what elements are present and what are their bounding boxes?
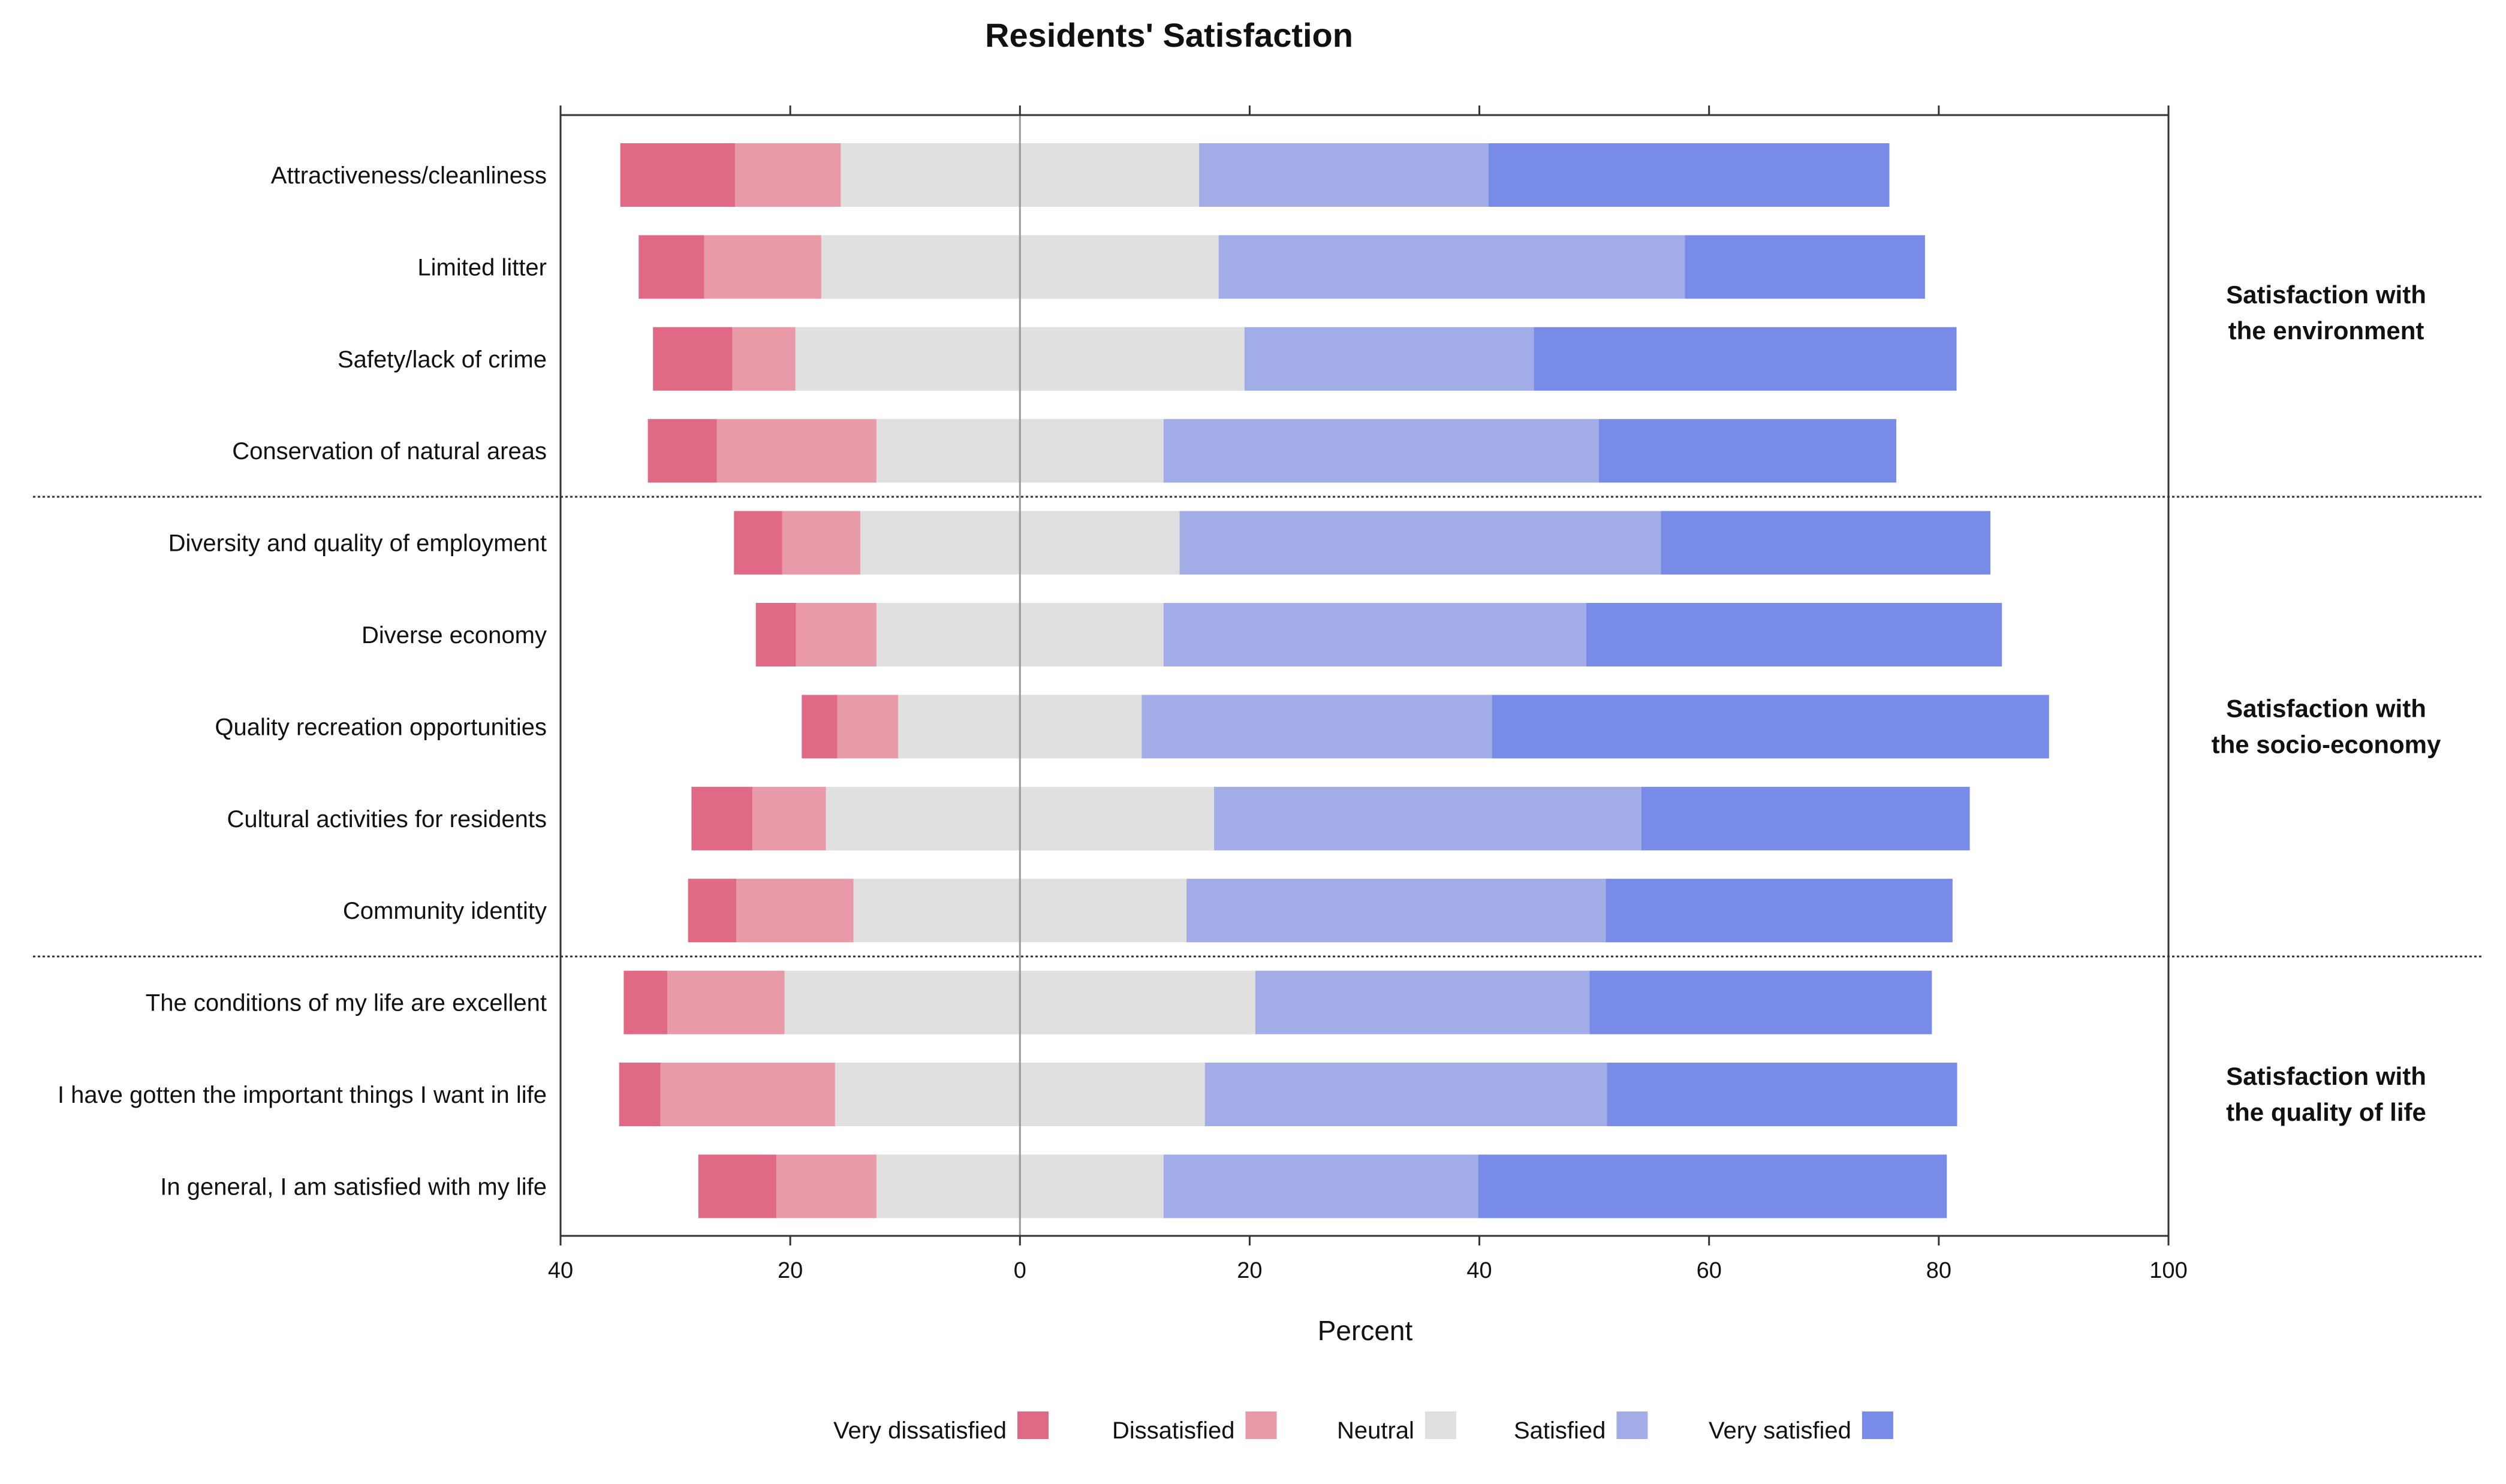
bar-very-dissatisfied (802, 695, 838, 759)
bar-very-dissatisfied (653, 327, 733, 391)
category-label: Limited litter (417, 254, 547, 280)
bar-dissatisfied (716, 419, 877, 483)
bar-very-dissatisfied (691, 786, 752, 850)
bar-satisfied (1199, 143, 1489, 207)
bar-very-satisfied (1478, 1154, 1947, 1218)
category-label: In general, I am satisfied with my life (160, 1174, 547, 1200)
bar-dissatisfied (736, 879, 854, 943)
bar-satisfied (1214, 786, 1641, 850)
tick-label: 60 (1697, 1258, 1722, 1283)
group-label: the environment (2228, 316, 2424, 345)
bar-dissatisfied (732, 327, 796, 391)
bar-very-satisfied (1685, 235, 1925, 299)
category-labels: Attractiveness/cleanliness Limited litter… (58, 162, 547, 1200)
bar-very-dissatisfied (647, 419, 717, 483)
bar-dissatisfied (667, 970, 785, 1034)
category-label: Quality recreation opportunities (215, 714, 547, 740)
tick-label: 100 (2149, 1258, 2187, 1283)
x-axis-ticks: 40 20 0 20 40 60 80 100 (548, 105, 2188, 1283)
group-label: Satisfaction with (2226, 280, 2426, 309)
category-label: I have gotten the important things I wan… (58, 1082, 547, 1108)
group-separators (33, 496, 2482, 958)
category-label: The conditions of my life are excellent (146, 990, 547, 1017)
bar-very-satisfied (1488, 143, 1890, 207)
bar-satisfied (1179, 511, 1661, 575)
bar-very-dissatisfied (620, 143, 736, 207)
bar-very-satisfied (1598, 419, 1896, 483)
bar-very-satisfied (1534, 327, 1957, 391)
tick-label: 40 (548, 1258, 573, 1283)
bar-dissatisfied (735, 143, 841, 207)
bar-very-dissatisfied (755, 603, 796, 666)
bar-very-satisfied (1661, 511, 1991, 575)
bar-satisfied (1255, 970, 1590, 1034)
bar-dissatisfied (837, 695, 899, 759)
bar-very-satisfied (1492, 695, 2049, 759)
x-axis-label: Percent (1318, 1315, 1413, 1346)
legend-label: Dissatisfied (1112, 1417, 1235, 1444)
bar-satisfied (1163, 419, 1599, 483)
bar-very-satisfied (1607, 1063, 1957, 1126)
bar-very-dissatisfied (624, 970, 668, 1034)
legend-swatch (1862, 1411, 1893, 1439)
bar-satisfied (1163, 1154, 1478, 1218)
plot-frame (559, 114, 2170, 1237)
category-label: Community identity (343, 898, 547, 924)
bar-dissatisfied (660, 1063, 835, 1126)
bar-very-satisfied (1641, 786, 1970, 850)
category-label: Diverse economy (362, 622, 547, 649)
group-label: the quality of life (2226, 1098, 2426, 1126)
bar-satisfied (1186, 879, 1606, 943)
bar-very-satisfied (1589, 970, 1932, 1034)
group-label: Satisfaction with (2226, 694, 2426, 722)
legend-label: Very satisfied (1709, 1417, 1851, 1444)
tick-label: 80 (1926, 1258, 1951, 1283)
category-label: Safety/lack of crime (338, 346, 547, 373)
group-label: Satisfaction with (2226, 1062, 2426, 1090)
legend-swatch (1616, 1411, 1648, 1439)
category-label: Cultural activities for residents (227, 806, 547, 833)
category-label: Attractiveness/cleanliness (271, 162, 547, 189)
bar-very-satisfied (1586, 603, 2002, 666)
bar-satisfied (1163, 603, 1586, 666)
bar-very-dissatisfied (638, 235, 704, 299)
legend-swatch (1424, 1411, 1456, 1439)
tick-label: 0 (1014, 1258, 1026, 1283)
bars-layer (619, 143, 2049, 1218)
bar-dissatisfied (796, 603, 877, 666)
bar-dissatisfied (782, 511, 861, 575)
bar-dissatisfied (704, 235, 821, 299)
bar-very-dissatisfied (734, 511, 782, 575)
bar-very-satisfied (1606, 879, 1953, 943)
tick-label: 40 (1466, 1258, 1492, 1283)
legend-label: Satisfied (1514, 1417, 1606, 1444)
legend-swatch (1245, 1411, 1277, 1439)
bar-satisfied (1204, 1063, 1607, 1126)
bar-very-dissatisfied (698, 1154, 777, 1218)
legend-label: Very dissatisfied (833, 1417, 1007, 1444)
bar-dissatisfied (776, 1154, 877, 1218)
category-label: Conservation of natural areas (232, 438, 547, 464)
bar-satisfied (1244, 327, 1534, 391)
tick-label: 20 (1237, 1258, 1262, 1283)
chart-title: Residents' Satisfaction (985, 16, 1353, 54)
legend-swatch (1017, 1411, 1049, 1439)
bar-very-dissatisfied (619, 1063, 661, 1126)
legend: Very dissatisfied Dissatisfied Neutral Sati… (833, 1411, 1893, 1444)
group-labels: Satisfaction with the environment Satisfac… (2212, 280, 2441, 1126)
bar-very-dissatisfied (688, 879, 737, 943)
bar-dissatisfied (752, 786, 826, 850)
legend-label: Neutral (1337, 1417, 1414, 1444)
tick-label: 20 (778, 1258, 803, 1283)
bar-satisfied (1218, 235, 1685, 299)
category-label: Diversity and quality of employment (168, 530, 547, 557)
bar-satisfied (1141, 695, 1492, 759)
group-label: the socio-economy (2212, 730, 2441, 758)
